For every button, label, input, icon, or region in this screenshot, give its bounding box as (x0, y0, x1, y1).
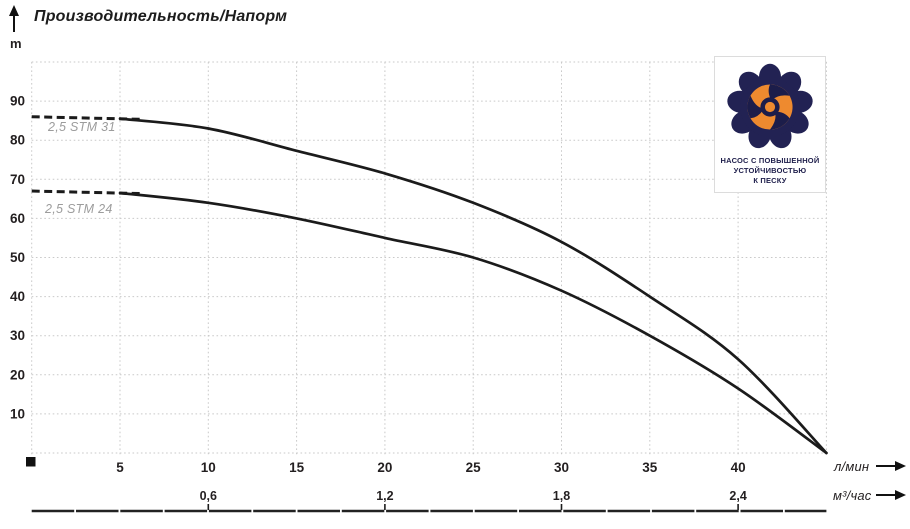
y-tick-label: 60 (10, 211, 25, 226)
x-tick-label-lmin: 20 (377, 460, 392, 475)
x-axis-secondary-arrow-icon-head (895, 490, 906, 500)
curve-series-1 (118, 191, 828, 455)
x-tick-label-lmin: 40 (731, 460, 746, 475)
y-tick-label: 70 (10, 172, 25, 187)
curve-series-0 (118, 117, 828, 455)
x-tick-label-m3h: 0,6 (200, 489, 217, 503)
sand-resistance-badge: НАСОС С ПОВЫШЕННОЙ УСТОЙЧИВОСТЬЮ К ПЕСКУ (714, 56, 826, 193)
impeller-logo-icon (727, 63, 813, 149)
y-tick-label: 30 (10, 328, 25, 343)
x-tick-label-lmin: 10 (201, 460, 216, 475)
x-tick-label-lmin: 15 (289, 460, 305, 475)
y-tick-label: 10 (10, 406, 25, 421)
y-tick-label: 90 (10, 94, 25, 109)
badge-text-line2: УСТОЙЧИВОСТЬЮ (733, 165, 807, 175)
y-tick-label: 50 (10, 250, 25, 265)
x-tick-label-lmin: 25 (466, 460, 482, 475)
badge-text-line3: К ПЕСКУ (753, 175, 787, 185)
curve-label-stm24: 2,5 STM 24 (45, 202, 113, 216)
x-tick-label-m3h: 2,4 (729, 489, 746, 503)
chart-title: Производительность/Напорм (34, 8, 288, 25)
y-axis-unit-label: m (10, 36, 22, 51)
y-tick-label: 20 (10, 367, 25, 382)
badge-text-line1: НАСОС С ПОВЫШЕННОЙ (720, 156, 820, 165)
x-tick-label-lmin: 30 (554, 460, 569, 475)
curve-label-stm31: 2,5 STM 31 (48, 120, 116, 134)
x-tick-label-m3h: 1,8 (553, 489, 570, 503)
x-tick-label-lmin: 5 (116, 460, 124, 475)
x-axis-secondary-unit-label: м³/час (833, 488, 872, 503)
y-axis-arrow-head-icon (9, 5, 19, 16)
badge-text: НАСОС С ПОВЫШЕННОЙ УСТОЙЧИВОСТЬЮ К ПЕСКУ (721, 156, 820, 185)
x-axis-primary-arrow-icon-head (895, 461, 906, 471)
y-tick-label: 40 (10, 289, 25, 304)
origin-marker (26, 457, 36, 467)
x-axis-primary-unit-label: л/мин (834, 459, 870, 474)
x-tick-label-m3h: 1,2 (376, 489, 393, 503)
x-tick-label-lmin: 35 (642, 460, 658, 475)
y-tick-label: 80 (10, 133, 25, 148)
